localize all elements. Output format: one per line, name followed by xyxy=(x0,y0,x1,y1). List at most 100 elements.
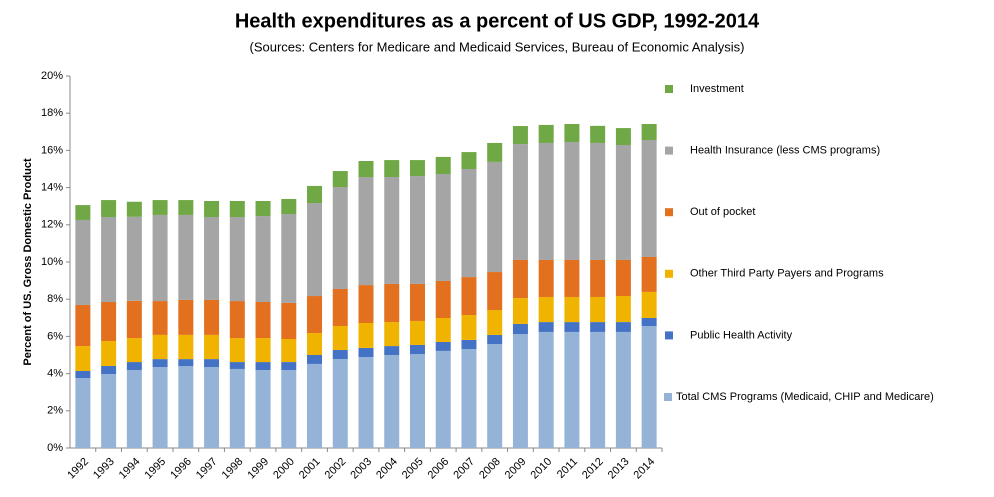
bar-segment xyxy=(126,338,142,363)
bar-segment xyxy=(590,322,606,332)
bar-segment xyxy=(641,325,657,448)
bar-segment xyxy=(538,124,554,143)
bar-segment xyxy=(461,277,477,316)
bar-segment xyxy=(487,344,503,448)
bar-segment xyxy=(75,304,91,347)
bar-segment xyxy=(564,142,580,260)
bar-segment xyxy=(512,259,528,299)
bar-segment xyxy=(281,214,297,303)
x-tick-label: 2004 xyxy=(374,456,400,482)
bar-segment xyxy=(332,359,348,448)
bar-segment xyxy=(461,339,477,350)
x-tick-label: 1999 xyxy=(245,456,271,482)
bar-segment xyxy=(538,259,554,297)
bar-segment xyxy=(384,176,400,284)
bar-segment xyxy=(512,126,528,145)
bar-segment xyxy=(126,216,142,301)
legend-swatch xyxy=(665,208,673,217)
legend-swatch xyxy=(665,269,673,278)
bar-segment xyxy=(152,214,168,302)
bar-segment xyxy=(435,317,451,342)
bar-segment xyxy=(75,378,91,448)
bar-segment xyxy=(178,359,194,367)
bar-segment xyxy=(538,142,554,260)
bar-segment xyxy=(564,123,580,143)
legend-label: Total CMS Programs (Medicaid, CHIP and M… xyxy=(676,391,934,403)
bar-segment xyxy=(178,299,194,335)
y-tick-label: 2% xyxy=(47,405,63,417)
x-tick-label: 2012 xyxy=(580,456,606,482)
bar-segment xyxy=(332,187,348,289)
bar-segment xyxy=(101,301,117,342)
bar-segment xyxy=(358,323,374,348)
bar-segment xyxy=(358,357,374,448)
bar-segment xyxy=(255,370,271,448)
bar-segment xyxy=(512,333,528,448)
bar-segment xyxy=(487,334,503,345)
bar-segment xyxy=(75,219,91,305)
bar-segment xyxy=(152,359,168,368)
bar-segment xyxy=(178,334,194,360)
bar-segment xyxy=(615,322,631,332)
bar-segment xyxy=(590,296,606,323)
legend-label: Investment xyxy=(690,83,744,95)
bar-segment xyxy=(281,339,297,363)
bar-segment xyxy=(75,346,91,371)
x-tick-label: 2009 xyxy=(503,456,529,482)
y-tick-label: 8% xyxy=(47,293,63,305)
legend-swatch xyxy=(665,146,673,155)
bar-segment xyxy=(255,200,271,217)
bar-segment xyxy=(538,322,554,332)
bar-segment xyxy=(435,156,451,175)
bar-segment xyxy=(461,152,477,169)
bar-segment xyxy=(384,322,400,347)
bar-segment xyxy=(255,216,271,302)
y-tick-label: 20% xyxy=(41,70,63,82)
bar-segment xyxy=(615,145,631,260)
x-tick-label: 1992 xyxy=(65,456,91,482)
bar-segment xyxy=(435,350,451,448)
bar-segment xyxy=(564,322,580,332)
bar-segment xyxy=(358,347,374,358)
legend-swatch xyxy=(664,393,672,401)
x-tick-label: 2010 xyxy=(529,456,555,482)
legend-label: Out of pocket xyxy=(690,206,755,218)
chart-title: Health expenditures as a percent of US G… xyxy=(235,10,760,32)
bar-segment xyxy=(358,285,374,324)
bar-segment xyxy=(641,139,657,257)
legend-label: Other Third Party Payers and Programs xyxy=(690,268,884,280)
x-tick-label: 1998 xyxy=(220,456,246,482)
bar-segment xyxy=(101,341,117,366)
bar-segment xyxy=(229,368,245,448)
bar-segment xyxy=(101,373,117,448)
x-tick-label: 2006 xyxy=(426,456,452,482)
bar-segment xyxy=(435,341,451,351)
bar-segment xyxy=(615,259,631,297)
bar-segment xyxy=(512,144,528,260)
bar-segment xyxy=(564,331,580,448)
chart-subtitle: (Sources: Centers for Medicare and Medic… xyxy=(250,39,745,54)
bar-segment xyxy=(384,160,400,177)
x-tick-label: 1997 xyxy=(194,456,220,482)
bar-segment xyxy=(255,301,271,339)
legend-swatch xyxy=(665,85,673,93)
bar-segment xyxy=(538,331,554,448)
bar-segment xyxy=(229,338,245,363)
bar-segment xyxy=(487,272,503,310)
bar-segment xyxy=(435,280,451,318)
bar-segment xyxy=(409,160,425,177)
x-tick-label: 2014 xyxy=(632,456,658,482)
x-tick-label: 1996 xyxy=(168,456,194,482)
bar-segment xyxy=(487,142,503,162)
bar-segment xyxy=(126,201,142,217)
x-tick-label: 2013 xyxy=(606,456,632,482)
bar-segment xyxy=(229,216,245,302)
x-tick-label: 2000 xyxy=(271,456,297,482)
x-tick-label: 1993 xyxy=(91,456,117,482)
bar-segment xyxy=(512,298,528,324)
bar-segment xyxy=(281,302,297,340)
bar-segment xyxy=(590,142,606,260)
bar-segment xyxy=(512,323,528,334)
bar-segment xyxy=(461,349,477,448)
bar-segment xyxy=(204,216,220,300)
